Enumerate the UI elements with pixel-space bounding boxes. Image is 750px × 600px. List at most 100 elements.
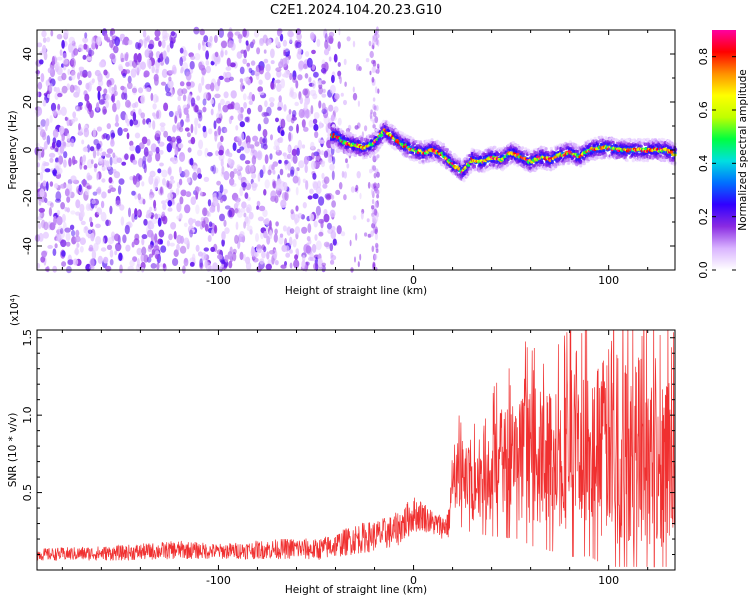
spectrogram-noise-blob — [303, 126, 309, 132]
spectrogram-noise-blob — [88, 244, 94, 251]
spectrogram-noise-blob — [105, 93, 110, 101]
spectrogram-noise-blob — [38, 212, 42, 219]
snr-series-line — [37, 330, 675, 568]
spectrogram-signal-point — [445, 148, 449, 152]
spectrogram-signal-point — [642, 138, 646, 142]
spectrogram-noise-blob — [61, 213, 66, 223]
spectrogram-noise-blob — [244, 192, 249, 200]
spectrogram-noise-blob — [240, 207, 246, 213]
spectrogram-noise-blob — [96, 85, 102, 92]
spectrogram-noise-blob — [176, 243, 180, 252]
spectrogram-noise-blob — [189, 157, 194, 166]
spectrogram-noise-blob — [167, 200, 173, 207]
spectrogram-noise-blob — [241, 182, 247, 188]
spectrogram-signal-point — [421, 159, 425, 163]
colorbar-tick-label: 0.6 — [697, 101, 710, 119]
spectrogram-noise-blob — [317, 258, 323, 268]
spectrogram-noise-blob — [127, 82, 133, 90]
spectrogram-noise-blob — [168, 110, 174, 118]
spectrogram-noise-blob — [192, 171, 198, 181]
spectrogram-noise-blob — [242, 58, 247, 65]
spectrogram-noise-blob — [232, 142, 237, 152]
spectrogram-noise-blob — [275, 67, 282, 72]
spectrogram-noise-blob — [186, 132, 191, 138]
spectrogram-noise-blob — [152, 93, 159, 104]
spectrogram-noise-blob — [181, 88, 188, 95]
y-tick-label: 0 — [21, 147, 34, 154]
spectrogram-noise-blob — [312, 193, 319, 200]
spectrogram-noise-blob — [246, 225, 253, 232]
spectrogram-noise-blob — [114, 36, 120, 47]
spectrogram-noise-blob — [82, 73, 87, 78]
spectrogram-signal-point — [364, 155, 368, 159]
spectrogram-signal-point — [592, 144, 596, 148]
spectrogram-signal-point — [662, 138, 666, 142]
spectrogram-noise-blob — [40, 119, 47, 127]
spectrogram-noise-blob — [134, 214, 138, 220]
spectrogram-noise-blob — [198, 83, 202, 93]
spectrogram-noise-blob — [216, 180, 222, 186]
spectrogram-noise-blob — [313, 123, 319, 132]
spectrogram-noise-blob — [63, 159, 67, 168]
spectrogram-noise-blob — [373, 207, 377, 216]
spectrogram-noise-blob — [124, 224, 130, 235]
spectrogram-noise-blob — [103, 256, 109, 264]
spectrogram-noise-blob — [124, 113, 128, 124]
spectrogram-noise-blob — [37, 81, 43, 90]
spectrogram-noise-blob — [186, 81, 192, 87]
spectrogram-signal-point — [493, 145, 497, 149]
spectrogram-signal-point — [399, 149, 404, 153]
spectrogram-noise-blob — [84, 188, 90, 196]
spectrogram-noise-blob — [183, 237, 190, 245]
spectrogram-noise-blob — [294, 226, 301, 235]
spectrogram-noise-blob — [326, 123, 330, 128]
spectrogram-noise-blob — [340, 92, 344, 97]
spectrogram-noise-blob — [48, 83, 54, 92]
spectrogram-noise-blob — [256, 47, 261, 55]
spectrogram-noise-blob — [210, 165, 215, 172]
spectrogram-noise-blob — [243, 212, 247, 218]
spectrogram-noise-blob — [253, 30, 260, 38]
spectrogram-noise-blob — [41, 219, 46, 229]
spectrogram-noise-blob — [197, 149, 203, 157]
spectrogram-noise-blob — [134, 233, 140, 241]
spectrogram-noise-blob — [236, 170, 242, 176]
spectrogram-noise-blob — [251, 173, 257, 179]
spectrogram-noise-blob — [129, 119, 134, 127]
spectrogram-noise-blob — [176, 122, 182, 131]
spectrogram-points — [34, 26, 678, 274]
spectrogram-noise-blob — [56, 209, 61, 216]
spectrogram-noise-blob — [261, 250, 266, 259]
snr-xlabel: Height of straight line (km) — [285, 584, 427, 596]
spectrogram-noise-blob — [209, 206, 216, 213]
spectrogram-noise-blob — [202, 125, 207, 133]
spectrogram-noise-blob — [281, 57, 288, 68]
spectrogram-noise-blob — [85, 82, 90, 90]
spectrogram-noise-blob — [375, 155, 378, 161]
spectrogram-noise-blob — [100, 211, 107, 222]
spectrogram-noise-blob — [112, 102, 117, 113]
spectrogram-noise-blob — [245, 40, 249, 46]
spectrogram-noise-blob — [328, 104, 334, 112]
spectrogram-noise-blob — [50, 30, 54, 37]
spectrogram-noise-blob — [105, 265, 112, 272]
spectrogram-noise-blob — [152, 120, 156, 130]
spectrogram-noise-blob — [138, 174, 143, 181]
spectrogram-noise-blob — [289, 36, 293, 44]
spectrogram-noise-blob — [315, 240, 322, 251]
spectrogram-noise-blob — [280, 199, 287, 208]
spectrogram-noise-blob — [206, 210, 210, 217]
spectrogram-noise-blob — [120, 57, 125, 63]
spectrogram-noise-blob — [132, 85, 138, 96]
spectrogram-noise-blob — [292, 175, 299, 184]
spectrogram-noise-blob — [369, 112, 373, 120]
spectrogram-noise-blob — [131, 213, 135, 223]
spectrogram-noise-blob — [248, 211, 254, 220]
spectrogram-noise-blob — [242, 254, 246, 262]
spectrogram-noise-blob — [319, 160, 326, 165]
spectrogram-noise-blob — [217, 108, 223, 118]
spectrogram-noise-blob — [105, 100, 109, 108]
spectrogram-noise-blob — [210, 108, 214, 116]
spectrogram-signal-point — [539, 145, 543, 149]
spectrogram-noise-blob — [160, 125, 165, 132]
